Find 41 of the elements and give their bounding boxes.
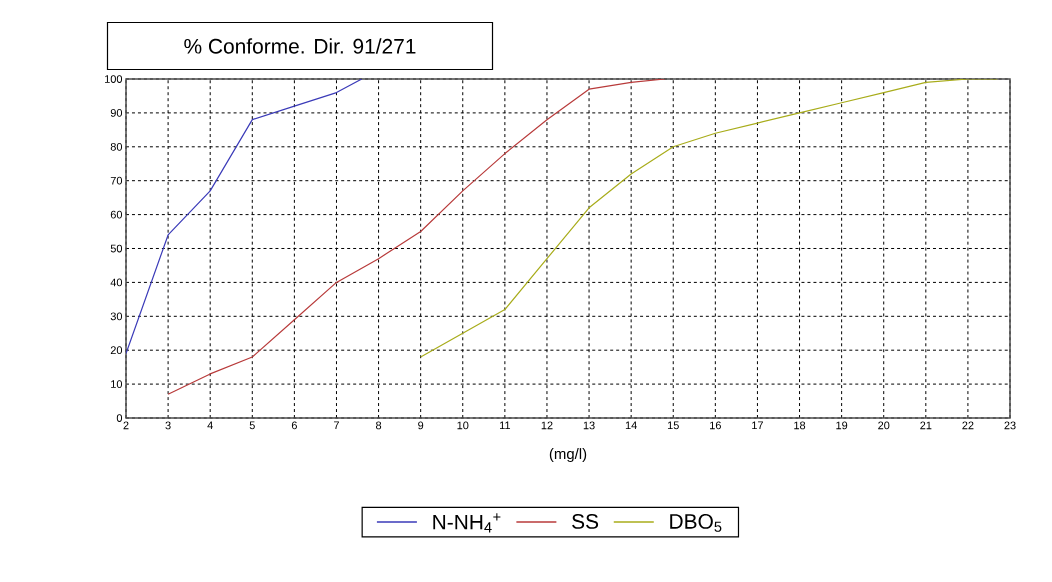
x-axis-title: (mg/l) xyxy=(549,448,587,463)
y-tick-label: 70 xyxy=(110,176,123,185)
y-tick-label: 40 xyxy=(110,278,123,287)
legend-label: SS xyxy=(572,514,599,529)
y-tick-label: 100 xyxy=(105,75,123,83)
y-tick-label: 60 xyxy=(110,210,123,219)
legend-label: DBO$_{5}$ xyxy=(670,514,722,532)
y-tick-label: 80 xyxy=(110,142,123,151)
y-tick-label: 50 xyxy=(110,244,123,253)
x-tick-label: 16 xyxy=(710,421,721,430)
x-tick-label: 7 xyxy=(334,421,339,430)
legend-label: N-NH$_{4}$+ xyxy=(433,513,501,533)
chart-title: % Conforme. Dir. 91/271 xyxy=(184,38,416,54)
x-tick-label: 3 xyxy=(165,421,171,430)
y-tick-label: 90 xyxy=(110,109,123,117)
y-tick-label: 30 xyxy=(110,312,123,321)
x-tick-label: 18 xyxy=(794,421,806,430)
x-tick-label: 14 xyxy=(625,421,637,430)
x-tick-label: 5 xyxy=(249,421,255,430)
x-tick-label: 4 xyxy=(207,421,213,430)
x-tick-label: 20 xyxy=(878,421,890,430)
x-tick-label: 8 xyxy=(376,421,382,430)
x-tick-label: 23 xyxy=(1004,421,1016,430)
line-series xyxy=(126,79,363,355)
x-tick-label: 2 xyxy=(123,421,129,430)
x-tick-label: 22 xyxy=(962,421,974,430)
x-tick-label: 17 xyxy=(752,421,763,430)
line-series xyxy=(167,79,666,395)
x-tick-label: 12 xyxy=(541,421,553,430)
y-tick-label: 10 xyxy=(111,380,123,388)
x-tick-label: 9 xyxy=(418,421,424,430)
x-tick-label: 11 xyxy=(500,421,511,430)
y-tick-label: 0 xyxy=(116,414,123,422)
x-tick-label: 21 xyxy=(920,421,932,430)
x-tick-label: 19 xyxy=(836,421,848,430)
x-tick-label: 10 xyxy=(457,421,469,430)
x-tick-label: 15 xyxy=(667,421,679,430)
x-tick-label: 13 xyxy=(583,421,595,430)
line-series xyxy=(420,79,998,358)
y-tick-label: 20 xyxy=(110,346,123,355)
x-tick-label: 6 xyxy=(291,421,297,430)
